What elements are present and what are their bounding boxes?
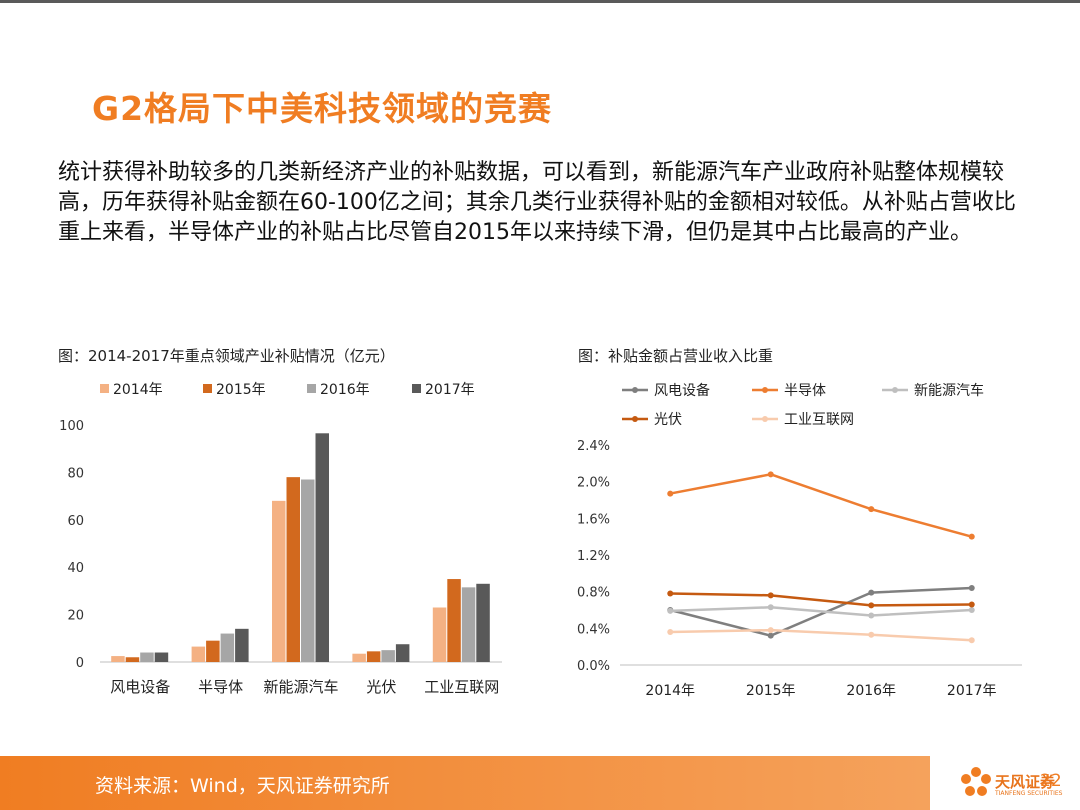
data-point <box>767 471 774 478</box>
x-tick-label: 2016年 <box>846 683 896 699</box>
y-tick-label: 60 <box>67 514 84 529</box>
bar <box>111 656 125 662</box>
data-point <box>767 604 774 611</box>
legend-label: 半导体 <box>784 383 826 399</box>
bar <box>366 651 381 662</box>
x-tick-label: 工业互联网 <box>424 678 499 696</box>
bar <box>461 587 476 662</box>
y-tick-label: 0.8% <box>577 586 610 601</box>
flower-logo-icon <box>961 767 991 796</box>
data-point <box>868 506 875 513</box>
series-line <box>670 592 972 607</box>
bar <box>206 640 220 662</box>
legend-marker <box>762 387 768 393</box>
legend-label: 2014年 <box>113 382 163 398</box>
data-point <box>868 602 875 609</box>
y-tick-label: 2.4% <box>577 439 610 454</box>
legend-label: 光伏 <box>654 412 682 428</box>
data-point <box>968 601 975 608</box>
bar <box>476 583 490 662</box>
series-line <box>670 473 973 538</box>
logo-name: 天风证券 <box>995 773 1056 791</box>
data-point <box>667 629 674 635</box>
legend-label: 2016年 <box>320 382 370 398</box>
bar-chart: 2014年 2015年 2016年 2017年 0 20 40 60 80 100 风电设备 半导体 新… <box>59 382 502 696</box>
y-tick-label: 1.6% <box>577 512 610 527</box>
legend-marker <box>892 387 898 393</box>
data-point <box>868 589 875 596</box>
y-tick-label: 0 <box>76 656 84 671</box>
data-point <box>868 631 875 638</box>
legend-swatch <box>203 384 212 393</box>
legend-label: 2015年 <box>216 382 266 398</box>
series-line <box>669 586 972 637</box>
legend-label: 2017年 <box>425 382 475 398</box>
bar <box>272 500 286 662</box>
x-tick-label: 风电设备 <box>110 678 170 696</box>
bar <box>447 579 461 662</box>
legend-label: 风电设备 <box>654 382 710 399</box>
data-point <box>767 632 774 639</box>
legend-label: 新能源汽车 <box>914 382 984 399</box>
x-tick-label: 半导体 <box>198 678 243 696</box>
data-point <box>667 490 674 497</box>
bar <box>220 633 235 662</box>
bar <box>395 644 410 662</box>
y-tick-label: 40 <box>67 561 84 576</box>
data-point <box>968 533 975 540</box>
bar <box>432 607 447 662</box>
summary-text: 统计获得补助较多的几类新经济产业的补贴数据，可以看到，新能源汽车产业政府补贴整体… <box>58 160 1016 245</box>
line-chart-caption: 图：补贴金额占营业收入比重 <box>578 347 774 365</box>
data-point <box>968 637 975 644</box>
bar <box>381 650 395 662</box>
series-line <box>670 628 972 642</box>
x-tick-label: 2014年 <box>645 683 695 699</box>
y-tick-label: 2.0% <box>577 476 610 491</box>
data-point <box>968 585 975 591</box>
data-point <box>767 627 774 634</box>
y-tick-label: 0.4% <box>577 622 610 637</box>
bar <box>154 652 169 662</box>
x-tick-label: 2017年 <box>947 683 997 699</box>
bar <box>286 477 300 662</box>
logo-area <box>930 756 1080 810</box>
bar <box>235 628 249 662</box>
y-tick-label: 0.0% <box>577 659 610 674</box>
page-title: G2格局下中美科技领域的竞赛 <box>92 89 553 128</box>
x-tick-label: 2015年 <box>746 683 796 699</box>
data-point <box>667 607 674 614</box>
legend-swatch <box>100 384 109 393</box>
data-point <box>868 612 875 619</box>
data-point <box>968 607 975 613</box>
bar <box>140 652 154 662</box>
bar <box>191 646 206 662</box>
footer-source: 资料来源：Wind，天风证券研究所 <box>95 775 390 797</box>
bar-chart-caption: 图：2014-2017年重点领域产业补贴情况（亿元） <box>58 347 395 365</box>
legend-marker <box>632 416 638 422</box>
top-divider <box>0 0 1080 3</box>
data-point <box>767 592 774 599</box>
x-tick-label: 光伏 <box>366 678 396 696</box>
x-tick-label: 新能源汽车 <box>263 678 338 696</box>
y-tick-label: 80 <box>67 466 84 481</box>
legend-marker <box>632 387 638 393</box>
y-tick-label: 20 <box>67 609 84 624</box>
bar <box>315 433 329 662</box>
legend-marker <box>762 416 768 422</box>
footer-bar <box>0 756 930 810</box>
legend-swatch <box>307 384 316 393</box>
logo-subtitle: TIANFENG SECURITIES <box>995 790 1063 797</box>
series-line <box>670 605 972 617</box>
bar <box>352 653 366 662</box>
bar <box>301 479 315 662</box>
y-tick-label: 1.2% <box>577 549 610 564</box>
data-point <box>667 590 674 597</box>
bar <box>125 657 140 662</box>
y-tick-label: 100 <box>59 419 84 434</box>
legend-swatch <box>412 384 421 393</box>
legend-label: 工业互联网 <box>784 412 854 428</box>
page-number: 22 <box>1040 771 1062 791</box>
